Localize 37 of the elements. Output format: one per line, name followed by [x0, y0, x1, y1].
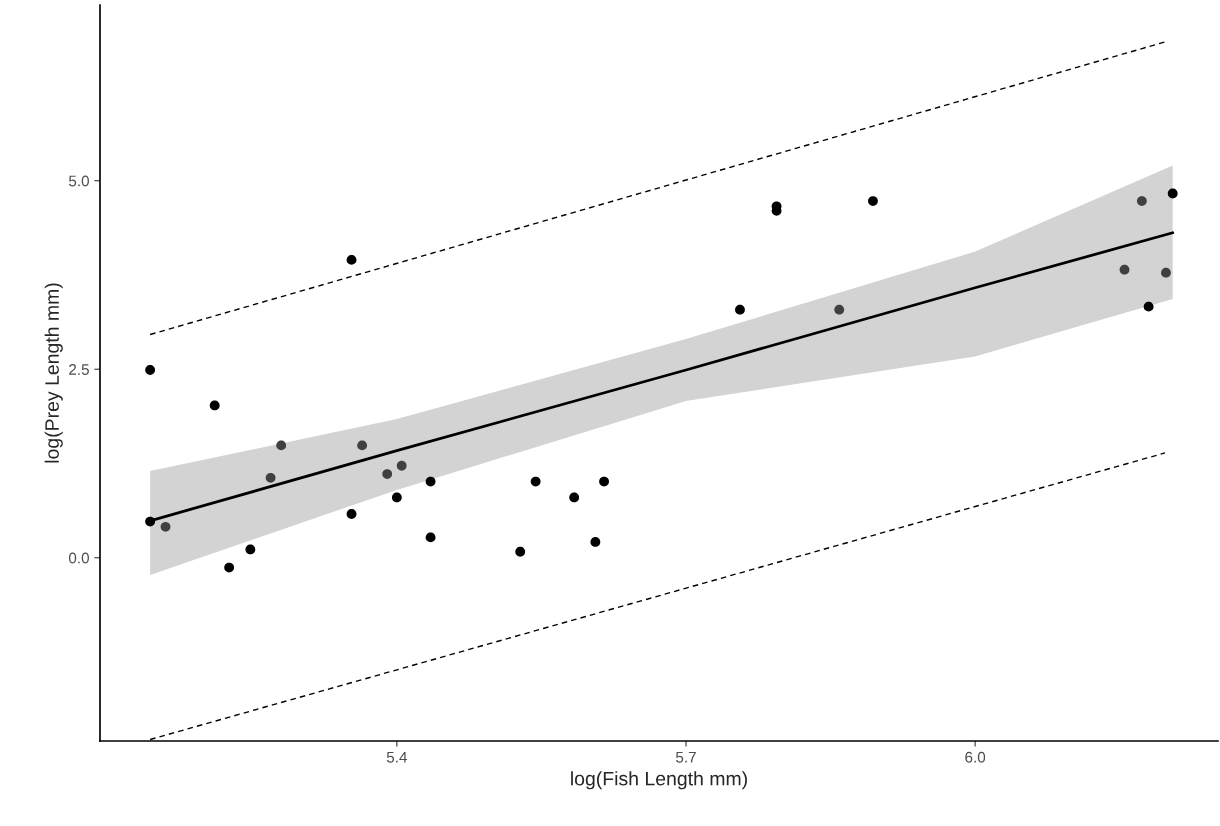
- x-axis-title: log(Fish Length mm): [571, 771, 747, 790]
- point: [391, 492, 402, 503]
- point: [1143, 301, 1154, 312]
- point: [425, 532, 436, 543]
- point: [160, 521, 171, 532]
- point: [834, 304, 845, 315]
- point: [425, 476, 436, 487]
- point: [1167, 188, 1178, 199]
- point: [346, 509, 357, 519]
- point: [382, 469, 393, 479]
- point: [1119, 264, 1130, 275]
- point: [357, 440, 368, 451]
- y-axis-title: log(Prey Length mm): [44, 283, 63, 463]
- point: [145, 516, 156, 527]
- point: [346, 254, 357, 265]
- point: [1161, 267, 1171, 278]
- point: [599, 476, 609, 487]
- point: [224, 562, 235, 573]
- y-tick-label: 0.0: [68, 552, 89, 564]
- point: [209, 400, 220, 411]
- point: [265, 472, 276, 483]
- point: [590, 537, 601, 547]
- point: [245, 544, 256, 555]
- point: [530, 476, 541, 487]
- y-tick-label: 5.0: [68, 175, 89, 187]
- point: [515, 546, 526, 557]
- point: [396, 460, 407, 471]
- point: [735, 304, 745, 315]
- x-tick-label: 6.0: [965, 751, 986, 763]
- point: [1136, 196, 1147, 206]
- x-tick-label: 5.7: [675, 751, 696, 763]
- y-tick-label: 2.5: [69, 364, 89, 375]
- point: [569, 492, 580, 503]
- x-tick-label: 5.4: [386, 751, 408, 763]
- point: [868, 196, 878, 206]
- point: [276, 440, 287, 451]
- point: [145, 365, 156, 375]
